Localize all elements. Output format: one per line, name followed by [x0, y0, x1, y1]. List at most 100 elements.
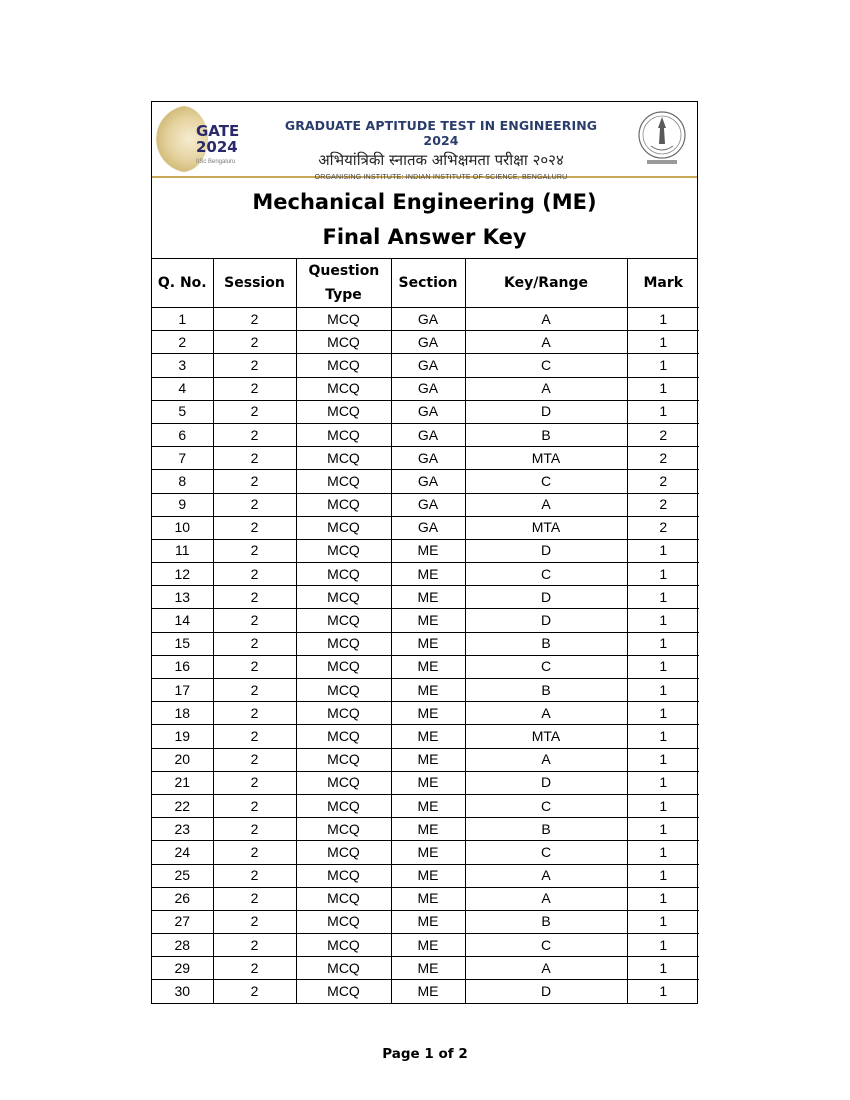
- table-body: 1 2 MCQ GA A 1 2 2 MCQ GA A 1 3 2 MCQ GA C 1 4 2 MCQ GA A 1 5 2 MC…: [152, 306, 699, 1003]
- cell-section: ME: [390, 677, 466, 703]
- cell-q-no: 16: [152, 654, 214, 680]
- cell-key-range: A: [464, 701, 628, 726]
- cell-session: 2: [212, 562, 297, 587]
- cell-question-type: MCQ: [295, 979, 392, 1003]
- cell-key-range: D: [464, 770, 628, 795]
- cell-q-no: 15: [152, 631, 214, 656]
- cell-key-range: C: [464, 469, 628, 494]
- cell-session: 2: [212, 817, 297, 842]
- cell-key-range: C: [464, 562, 628, 587]
- cell-q-no: 28: [152, 933, 214, 958]
- table-row: 23 2 MCQ ME B 1: [152, 817, 699, 842]
- cell-key-range: B: [464, 631, 628, 656]
- cell-q-no: 5: [152, 399, 214, 424]
- cell-q-no: 2: [152, 330, 214, 355]
- table-row: 14 2 MCQ ME D 1: [152, 608, 699, 633]
- cell-session: 2: [212, 909, 297, 935]
- cell-key-range: C: [464, 840, 628, 865]
- cell-session: 2: [212, 515, 297, 540]
- cell-section: ME: [390, 608, 466, 633]
- cell-question-type: MCQ: [295, 353, 392, 378]
- cell-mark: 1: [626, 562, 699, 587]
- cell-question-type: MCQ: [295, 840, 392, 865]
- cell-question-type: MCQ: [295, 562, 392, 587]
- cell-question-type: MCQ: [295, 677, 392, 703]
- cell-question-type: MCQ: [295, 330, 392, 355]
- cell-question-type: MCQ: [295, 956, 392, 981]
- cell-mark: 1: [626, 840, 699, 865]
- cell-mark: 2: [626, 469, 699, 494]
- cell-session: 2: [212, 701, 297, 726]
- table-row: 26 2 MCQ ME A 1: [152, 886, 699, 911]
- cell-question-type: MCQ: [295, 306, 392, 332]
- cell-question-type: MCQ: [295, 469, 392, 494]
- cell-key-range: C: [464, 654, 628, 680]
- cell-mark: 2: [626, 515, 699, 540]
- cell-question-type: MCQ: [295, 446, 392, 471]
- cell-section: ME: [390, 770, 466, 795]
- cell-mark: 1: [626, 747, 699, 772]
- banner-title-hindi: अभियांत्रिकी स्नातक अभिक्षमता परीक्षा २०…: [318, 151, 564, 169]
- cell-mark: 1: [626, 793, 699, 819]
- document-title: Mechanical Engineering (ME) Final Answer…: [152, 178, 697, 259]
- cell-section: ME: [390, 863, 466, 888]
- table-row: 20 2 MCQ ME A 1: [152, 747, 699, 772]
- cell-key-range: D: [464, 399, 628, 424]
- cell-section: ME: [390, 886, 466, 911]
- cell-mark: 2: [626, 492, 699, 517]
- cell-section: ME: [390, 956, 466, 981]
- cell-mark: 1: [626, 631, 699, 656]
- cell-q-no: 27: [152, 909, 214, 935]
- cell-mark: 1: [626, 399, 699, 424]
- cell-mark: 1: [626, 608, 699, 633]
- table-row: 30 2 MCQ ME D 1: [152, 979, 699, 1003]
- cell-q-no: 22: [152, 793, 214, 819]
- cell-session: 2: [212, 933, 297, 958]
- cell-q-no: 25: [152, 863, 214, 888]
- cell-q-no: 29: [152, 956, 214, 981]
- cell-question-type: MCQ: [295, 515, 392, 540]
- cell-section: GA: [390, 469, 466, 494]
- cell-question-type: MCQ: [295, 654, 392, 680]
- table-row: 18 2 MCQ ME A 1: [152, 701, 699, 726]
- cell-mark: 1: [626, 770, 699, 795]
- cell-section: GA: [390, 515, 466, 540]
- cell-session: 2: [212, 956, 297, 981]
- cell-section: ME: [390, 654, 466, 680]
- cell-q-no: 8: [152, 469, 214, 494]
- banner-title: GRADUATE APTITUDE TEST IN ENGINEERING 20…: [284, 118, 598, 148]
- cell-mark: 1: [626, 353, 699, 378]
- cell-question-type: MCQ: [295, 376, 392, 401]
- cell-key-range: B: [464, 422, 628, 448]
- table-row: 12 2 MCQ ME C 1: [152, 562, 699, 587]
- cell-section: ME: [390, 538, 466, 564]
- cell-question-type: MCQ: [295, 492, 392, 517]
- cell-session: 2: [212, 492, 297, 517]
- header-q-no: Q. No.: [152, 259, 214, 308]
- cell-q-no: 6: [152, 422, 214, 448]
- cell-mark: 1: [626, 933, 699, 958]
- table-row: 6 2 MCQ GA B 2: [152, 422, 699, 448]
- table-row: 3 2 MCQ GA C 1: [152, 353, 699, 378]
- cell-question-type: MCQ: [295, 701, 392, 726]
- cell-key-range: A: [464, 863, 628, 888]
- table-row: 16 2 MCQ ME C 1: [152, 654, 699, 680]
- cell-key-range: B: [464, 817, 628, 842]
- table-row: 9 2 MCQ GA A 2: [152, 492, 699, 517]
- cell-mark: 1: [626, 654, 699, 680]
- cell-q-no: 9: [152, 492, 214, 517]
- cell-q-no: 24: [152, 840, 214, 865]
- cell-key-range: C: [464, 793, 628, 819]
- cell-session: 2: [212, 631, 297, 656]
- cell-mark: 1: [626, 677, 699, 703]
- gate-logo-emblem-icon: [156, 106, 208, 172]
- cell-key-range: A: [464, 492, 628, 517]
- cell-section: GA: [390, 376, 466, 401]
- cell-key-range: D: [464, 585, 628, 610]
- table-row: 8 2 MCQ GA C 2: [152, 469, 699, 494]
- cell-key-range: A: [464, 886, 628, 911]
- cell-key-range: C: [464, 353, 628, 378]
- cell-section: ME: [390, 585, 466, 610]
- cell-question-type: MCQ: [295, 747, 392, 772]
- cell-q-no: 26: [152, 886, 214, 911]
